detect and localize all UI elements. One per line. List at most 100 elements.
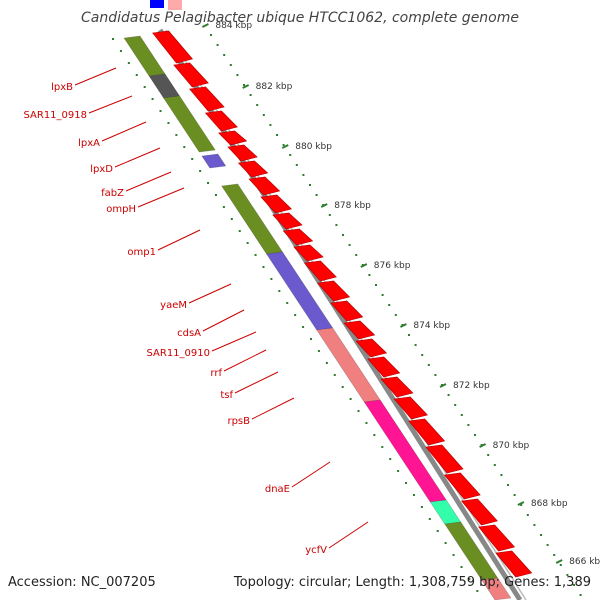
scale-label: 868 kbp xyxy=(531,499,568,509)
scale-tick xyxy=(555,559,563,564)
scale-tick xyxy=(201,23,209,28)
cds-arrow xyxy=(303,260,337,282)
cds-arrow xyxy=(204,110,238,132)
cds-arrow xyxy=(460,498,498,526)
scale-dot xyxy=(262,114,265,116)
gene-leader xyxy=(101,121,147,142)
inner-dot xyxy=(183,146,186,148)
scale-dot xyxy=(256,104,259,106)
scale-dot xyxy=(282,144,285,146)
gene-label-omp1: omp1 xyxy=(127,247,156,258)
gene-leader xyxy=(202,309,245,332)
cds-arrow xyxy=(260,194,293,214)
gene-label-tsf: tsf xyxy=(220,390,233,401)
scale-dot xyxy=(559,564,562,566)
cds-arrow xyxy=(237,160,269,178)
inner-dot xyxy=(270,278,273,280)
scale-label: 872 kbp xyxy=(453,381,490,391)
inner-dot xyxy=(460,566,463,568)
scale-dot xyxy=(507,484,509,486)
inner-dot xyxy=(207,182,210,184)
genome-summary-text: Topology: circular; Length: 1,308,759 bp… xyxy=(233,575,591,590)
scale-tick xyxy=(479,443,487,448)
cds-arrow xyxy=(173,62,209,88)
scale-dot xyxy=(309,184,311,186)
scale-dot xyxy=(493,464,496,466)
feature-block xyxy=(123,35,166,77)
scale-dot xyxy=(315,194,318,196)
gene-label-dnae: dnaE xyxy=(265,484,290,495)
inner-dot xyxy=(310,338,312,340)
gene-label-rrf: rrf xyxy=(210,368,222,379)
cds-arrow xyxy=(293,244,324,262)
inner-dot xyxy=(230,218,233,220)
gene-labels: lpxB SAR11_0918 lpxA lpxD fabZ ompH omp1 yaeM cd… xyxy=(24,82,328,556)
inner-dot xyxy=(428,518,431,520)
gene-leader xyxy=(74,67,117,86)
gene-label-ycfv: ycfV xyxy=(305,545,327,556)
inner-dot xyxy=(373,434,376,436)
gene-label-sar11_0918: SAR11_0918 xyxy=(24,110,88,121)
scale-ticks xyxy=(201,23,563,564)
feature-block xyxy=(148,73,181,99)
scale-tick xyxy=(281,144,289,149)
cds-arrow xyxy=(443,472,481,500)
cds-arrow xyxy=(393,396,428,420)
inner-dot xyxy=(286,302,289,304)
scale-tick xyxy=(399,323,407,328)
cds-arrow xyxy=(330,300,364,322)
inner-dot xyxy=(119,50,122,52)
cds-arrow xyxy=(478,524,516,552)
inner-dot xyxy=(167,122,170,124)
inner-dot xyxy=(381,446,384,448)
scale-tick xyxy=(360,263,368,268)
scale-dot xyxy=(269,124,272,126)
scale-dot xyxy=(335,224,338,226)
cds-arrow xyxy=(355,338,388,358)
gene-leader xyxy=(125,171,172,192)
gene-leader xyxy=(251,397,295,420)
inner-dot xyxy=(135,74,138,76)
inner-dot xyxy=(222,206,225,208)
inner-tick-dots xyxy=(112,38,479,592)
cds-arrow xyxy=(152,30,194,64)
scale-dot xyxy=(276,134,278,136)
gene-label-lpxb: lpxB xyxy=(51,82,73,93)
scale-dot xyxy=(328,214,331,216)
cds-arrow xyxy=(367,356,401,378)
inner-dot xyxy=(238,230,241,232)
scale-label: 876 kbp xyxy=(374,261,411,271)
cds-arrow-blue xyxy=(150,0,164,8)
feature-block xyxy=(201,153,227,169)
scale-dot xyxy=(302,174,305,176)
scale-dot xyxy=(526,514,529,516)
scale-dot xyxy=(579,594,582,596)
inner-dot xyxy=(254,254,257,256)
gene-leader xyxy=(137,187,185,208)
cds-arrow xyxy=(218,130,248,146)
gene-leader xyxy=(157,229,201,251)
inner-dot xyxy=(349,398,352,400)
scale-dot xyxy=(533,524,536,526)
gene-label-omph: ompH xyxy=(106,204,136,215)
scale-tick xyxy=(242,84,250,89)
inner-dot xyxy=(452,554,455,556)
scale-dot xyxy=(348,244,351,246)
gene-leader xyxy=(211,331,257,352)
gene-leader xyxy=(188,283,232,304)
scale-dot xyxy=(566,574,569,576)
scale-dot xyxy=(289,154,292,156)
inner-dot xyxy=(199,170,202,172)
scale-label: 884 kbp xyxy=(215,21,252,31)
inner-dot xyxy=(175,134,178,136)
scale-dot xyxy=(540,534,542,536)
scale-dot xyxy=(355,254,358,256)
cds-arrow xyxy=(189,86,225,112)
scale-dot xyxy=(500,474,503,476)
cds-arrow xyxy=(408,418,446,446)
scale-dot xyxy=(427,364,430,366)
scale-label: 878 kbp xyxy=(334,201,371,211)
scale-dots xyxy=(210,34,582,596)
inner-dot xyxy=(112,38,114,40)
